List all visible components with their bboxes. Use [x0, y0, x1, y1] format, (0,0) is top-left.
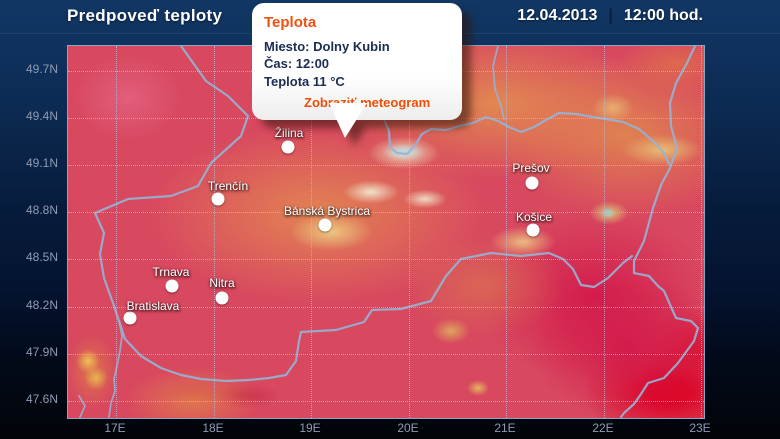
gridline-lat — [68, 212, 704, 213]
border-east — [619, 46, 700, 418]
datetime-separator: | — [608, 7, 613, 24]
city-label: Nitra — [209, 276, 235, 290]
tooltip-time: Čas: 12:00 — [264, 56, 330, 72]
axis-label-lon: 18E — [202, 421, 224, 435]
city-dot-b-nsk-bystrica[interactable] — [318, 218, 332, 232]
tooltip-temperature: Teplota 11 °C — [264, 73, 345, 89]
gridline-lat — [68, 307, 704, 308]
gridline-lon — [701, 46, 702, 418]
heatmap-layer — [68, 46, 704, 418]
city-label: Prešov — [512, 161, 550, 175]
page-title: Predpoveď teploty — [67, 6, 223, 25]
time-label: 12:00 hod. — [623, 7, 703, 24]
gridline-lon — [506, 46, 507, 418]
gridline-lat — [68, 165, 704, 166]
city-dot-ko-ice[interactable] — [526, 223, 540, 237]
gridline-lon — [116, 46, 117, 418]
axis-label-lat: 48.5N — [25, 250, 58, 264]
gridline-lon — [214, 46, 215, 418]
city-dot-nitra[interactable] — [215, 291, 229, 305]
city-label: Trnava — [152, 265, 190, 279]
river-bottom-left — [78, 395, 86, 418]
axis-label-lat: 49.7N — [25, 62, 58, 76]
gridline-lat — [68, 259, 704, 260]
gridline-lon — [409, 46, 410, 418]
meteogram-link[interactable]: Zobraziť meteogram — [304, 94, 431, 110]
axis-label-lon: 19E — [299, 421, 321, 435]
axis-label-lon: 21E — [494, 421, 516, 435]
city-label: Bratislava — [126, 299, 180, 313]
gridline-lon — [604, 46, 605, 418]
temperature-map[interactable]: Žilina Trenčín Bánská Bystrica Prešov Košice… — [67, 45, 705, 419]
city-label: Žilina — [274, 126, 304, 140]
axis-label-lon: 20E — [397, 421, 419, 435]
city-dot--ilina[interactable] — [281, 140, 295, 154]
city-dot-bratislava[interactable] — [123, 311, 137, 325]
city-dot-pre-ov[interactable] — [525, 176, 539, 190]
axis-label-lon: 23E — [689, 421, 711, 435]
axis-label-lat: 47.6N — [25, 392, 58, 406]
tooltip: Teplota Miesto: Dolny Kubin Čas: 12:00 T… — [252, 3, 462, 138]
gridline-lon — [311, 46, 312, 418]
city-dot-trnava[interactable] — [165, 279, 179, 293]
city-label: Košice — [515, 210, 553, 224]
tooltip-body: Teplota Miesto: Dolny Kubin Čas: 12:00 T… — [252, 3, 462, 120]
axis-label-lat: 49.1N — [25, 156, 58, 170]
axis-label-lon: 22E — [592, 421, 614, 435]
axis-label-lon: 17E — [104, 421, 126, 435]
city-label: Bánská Bystrica — [283, 204, 371, 218]
axis-label-lat: 49.4N — [25, 109, 58, 123]
gridline-lat — [68, 354, 704, 355]
gridline-lat — [68, 401, 704, 402]
tooltip-place: Miesto: Dolny Kubin — [264, 39, 390, 54]
axis-label-lat: 48.2N — [25, 298, 58, 312]
city-label: Trenčín — [207, 179, 249, 193]
datetime: 12.04.2013 | 12:00 hod. — [517, 7, 703, 25]
axis-label-lat: 48.8N — [25, 203, 58, 217]
axis-label-lat: 47.9N — [25, 345, 58, 359]
tooltip-title: Teplota — [264, 14, 317, 31]
border-north-tatras — [374, 109, 671, 166]
date-label: 12.04.2013 — [517, 7, 598, 24]
river-north — [492, 46, 505, 120]
city-dot-tren-n[interactable] — [211, 192, 225, 206]
border-west-south — [93, 46, 634, 383]
